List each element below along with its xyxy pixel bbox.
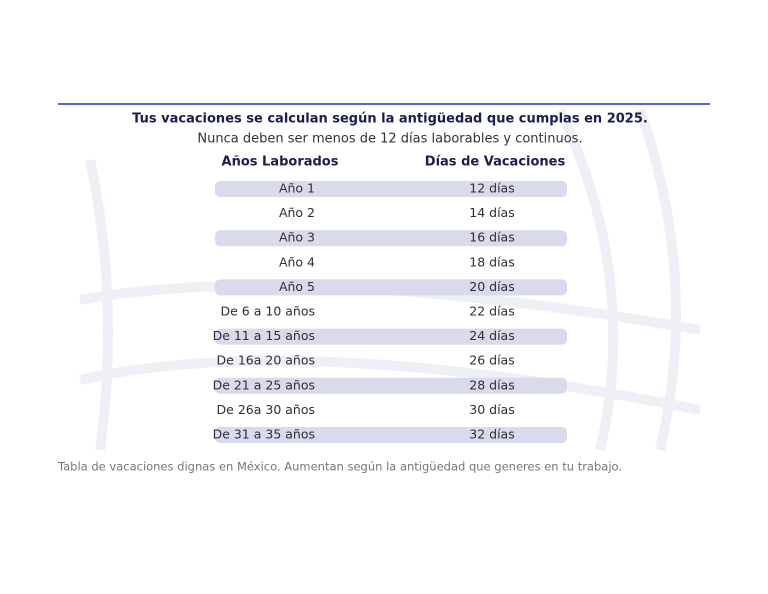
caption: Tabla de vacaciones dignas en México. Au… — [57, 460, 622, 474]
row-band — [215, 230, 567, 247]
table-body: Año 1 12 días Año 2 14 días Año 3 16 días Año … — [213, 181, 567, 443]
cell: De 21 a 25 años — [213, 377, 315, 392]
cell: 32 días — [469, 427, 514, 442]
cell: De 26a 30 años — [217, 402, 315, 417]
cell: 24 días — [469, 328, 514, 343]
cell: De 11 a 15 años — [213, 328, 315, 343]
row-band — [215, 328, 567, 345]
row-band — [215, 279, 567, 296]
row-band — [215, 377, 567, 394]
cell: Año 3 — [279, 230, 315, 245]
subtitle: Nunca deben ser menos de 12 días laborab… — [197, 132, 582, 147]
cell: De 31 a 35 años — [213, 427, 315, 442]
cell: 14 días — [469, 205, 514, 220]
column-header: Días de Vacaciones — [425, 155, 566, 170]
cell: Año 4 — [279, 254, 315, 269]
cell: 28 días — [469, 377, 514, 392]
cell: 22 días — [469, 304, 514, 319]
cell: 26 días — [469, 353, 514, 368]
cell: De 6 a 10 años — [221, 304, 315, 319]
cell: 20 días — [469, 279, 514, 294]
cell: 16 días — [469, 230, 514, 245]
cell: Año 5 — [279, 279, 315, 294]
cell: 12 días — [469, 181, 514, 196]
cell: Año 2 — [279, 205, 315, 220]
column-header: Años Laborados — [222, 155, 339, 170]
cell: 18 días — [469, 254, 514, 269]
row-band — [215, 427, 567, 443]
cell: De 16a 20 años — [217, 353, 315, 368]
cell: 30 días — [469, 402, 514, 417]
cell: Año 1 — [279, 181, 315, 196]
title: Tus vacaciones se calculan según la anti… — [132, 112, 648, 127]
row-band — [215, 181, 567, 197]
